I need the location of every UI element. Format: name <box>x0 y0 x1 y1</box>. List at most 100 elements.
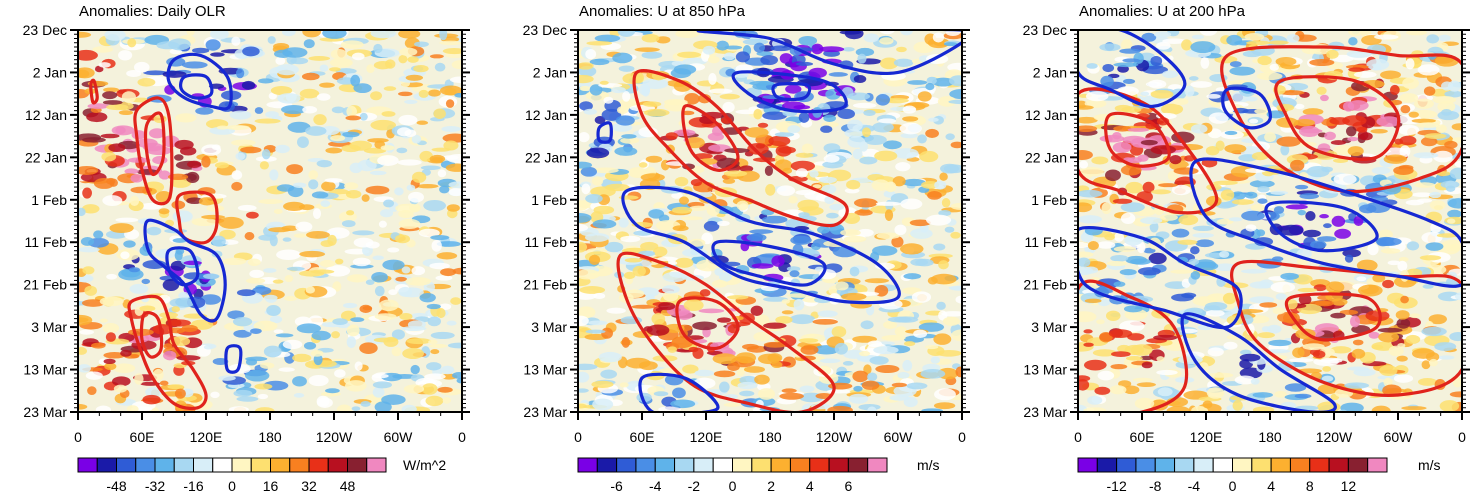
field-cell <box>1205 309 1225 317</box>
field-cell <box>1271 256 1284 262</box>
field-cell <box>1382 279 1395 289</box>
field-cell <box>790 235 812 245</box>
colorbar-label: -8 <box>1149 478 1162 494</box>
field-cell <box>896 46 907 53</box>
field-cell <box>325 388 340 394</box>
field-cell <box>258 199 284 205</box>
field-cell <box>419 150 433 162</box>
field-cell <box>801 143 814 154</box>
field-cell <box>1259 302 1278 308</box>
field-cell <box>671 206 693 214</box>
field-cell <box>1351 348 1366 359</box>
field-cell <box>1130 344 1153 356</box>
field-cell <box>1371 405 1391 412</box>
field-cell <box>456 377 462 384</box>
field-cell <box>267 36 276 44</box>
field-cell <box>423 199 446 212</box>
field-cell <box>852 148 863 160</box>
field-cell <box>1137 267 1161 276</box>
field-cell <box>286 266 305 271</box>
negative-contour <box>1180 312 1337 412</box>
field-cell <box>129 195 140 207</box>
field-cell <box>753 42 765 53</box>
field-cell <box>671 192 683 199</box>
field-cell <box>311 330 331 341</box>
y-tick-label: 12 Jan <box>25 107 67 123</box>
field-cell <box>269 169 279 181</box>
negative-contour <box>771 82 812 102</box>
field-cell <box>395 234 411 244</box>
field-cell <box>1376 237 1402 246</box>
field-cell <box>1380 70 1401 80</box>
positive-contour <box>1220 45 1462 194</box>
field-cell <box>362 306 373 311</box>
field-cell <box>1170 269 1194 274</box>
field-cell <box>102 91 118 100</box>
negative-contour <box>696 30 962 76</box>
field-cell <box>227 310 245 320</box>
field-cell <box>1348 37 1358 46</box>
colorbar-units: W/m^2 <box>403 457 446 473</box>
field-cell <box>250 328 262 334</box>
field-cell <box>78 317 89 323</box>
field-cell <box>1078 125 1098 132</box>
field-cell <box>308 179 319 190</box>
field-cell <box>857 228 874 237</box>
field-cell <box>1279 90 1305 96</box>
colorbar-label: -32 <box>145 478 165 494</box>
y-tick-label: 11 Feb <box>1024 234 1067 250</box>
field-cell <box>448 188 462 197</box>
field-cell <box>1447 218 1456 224</box>
field-cell <box>682 364 699 374</box>
field-cell <box>661 285 680 294</box>
field-cell <box>429 154 446 163</box>
field-cell <box>241 80 256 90</box>
field-cell <box>1400 295 1409 304</box>
field-cell <box>1228 217 1243 222</box>
field-cell <box>771 255 785 267</box>
field-cell <box>658 406 682 412</box>
field-cell <box>1317 236 1337 242</box>
field-cell <box>1411 118 1436 124</box>
field-cell <box>185 171 200 183</box>
field-cell <box>257 393 269 400</box>
field-cell <box>169 297 195 308</box>
field-cell <box>662 290 679 302</box>
colorbar-box <box>712 457 733 473</box>
field-cell <box>869 356 889 365</box>
field-cell <box>1348 30 1363 37</box>
negative-contour <box>1264 200 1379 253</box>
field-cell <box>1444 140 1458 149</box>
field-cell <box>133 61 150 73</box>
field-cell <box>592 219 617 229</box>
field-cell <box>340 40 364 49</box>
colorbar-box <box>308 457 329 473</box>
colorbar-label: 32 <box>301 478 317 494</box>
field-cell <box>799 385 815 393</box>
colorbar-box <box>1212 457 1233 473</box>
field-cell <box>631 304 656 309</box>
field-cell <box>1421 360 1431 370</box>
field-cell <box>266 304 281 316</box>
field-cell <box>866 406 877 412</box>
field-cell <box>198 197 216 206</box>
field-cell <box>275 56 286 65</box>
field-cell <box>365 279 375 285</box>
field-cell <box>774 132 795 137</box>
field-cell <box>1213 180 1238 186</box>
field-cell <box>1290 159 1305 172</box>
field-cell <box>245 358 258 366</box>
field-cell <box>1181 39 1193 51</box>
field-cell <box>1130 258 1151 265</box>
y-tick-label: 23 Mar <box>23 404 67 420</box>
field-cell <box>749 80 775 86</box>
field-cell <box>435 275 453 281</box>
field-cell <box>1106 260 1128 267</box>
field-cell <box>1396 318 1411 329</box>
field-cell <box>1127 127 1150 132</box>
y-tick-label: 23 Dec <box>523 22 567 38</box>
field-cell <box>781 310 794 315</box>
y-tick-label: 22 Jan <box>25 149 67 165</box>
field-cell <box>349 162 363 174</box>
field-cell <box>78 31 92 38</box>
